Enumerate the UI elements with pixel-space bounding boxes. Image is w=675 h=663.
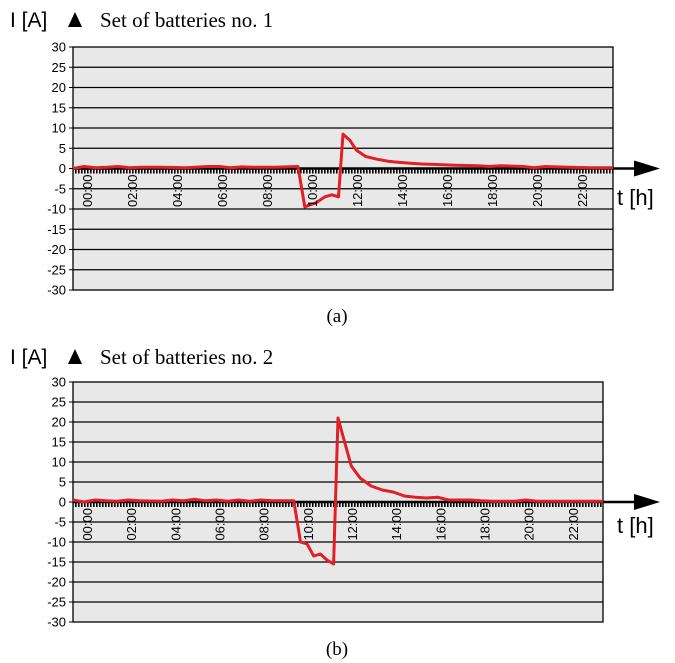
y-tick-label: -20 bbox=[47, 575, 66, 590]
chart-panel-b: I [A] Set of batteries no. 2 30 25 20 15 10 5… bbox=[10, 345, 660, 660]
x-tick-label: 06:00 bbox=[215, 175, 230, 208]
x-tick-label: 16:00 bbox=[440, 175, 455, 208]
x-tick-label: 20:00 bbox=[522, 508, 537, 541]
x-tick-label: 10:00 bbox=[301, 508, 316, 541]
x-tick-label: 18:00 bbox=[478, 508, 493, 541]
x-tick-label: 08:00 bbox=[257, 508, 272, 541]
x-tick-label: 02:00 bbox=[124, 508, 139, 541]
x-tick-label: 06:00 bbox=[213, 508, 228, 541]
x-tick-labels: 00:00 02:00 04:00 06:00 08:00 10:00 12:00 14:00… bbox=[80, 508, 581, 541]
y-tick-label: 5 bbox=[59, 475, 66, 490]
x-tick-label: 18:00 bbox=[485, 175, 500, 208]
y-tick-label: 30 bbox=[52, 375, 66, 390]
x-tick-label: 02:00 bbox=[125, 175, 140, 208]
x-tick-label: 12:00 bbox=[345, 508, 360, 541]
y-axis-arrowhead bbox=[68, 349, 82, 364]
panel-caption: (a) bbox=[326, 306, 347, 327]
x-axis-tick-band bbox=[73, 501, 603, 507]
x-axis-arrowhead bbox=[634, 494, 660, 510]
y-tick-label: 15 bbox=[52, 435, 66, 450]
y-tick-label: 15 bbox=[52, 100, 66, 115]
x-axis-label: t [h] bbox=[617, 513, 654, 538]
y-tick-label: 0 bbox=[59, 495, 66, 510]
y-axis-label: I [A] bbox=[10, 346, 47, 369]
panel-caption: (b) bbox=[326, 639, 348, 660]
y-tick-label: 10 bbox=[52, 455, 66, 470]
x-tick-label: 00:00 bbox=[80, 508, 95, 541]
y-tick-labels: 30 25 20 15 10 5 0 -5 -10 -15 -20 -25 -30 bbox=[47, 40, 66, 298]
y-tick-label: -25 bbox=[47, 262, 66, 277]
x-tick-label: 22:00 bbox=[566, 508, 581, 541]
x-axis-tick-band bbox=[73, 167, 613, 174]
x-tick-label: 12:00 bbox=[350, 175, 365, 208]
y-tick-label: 30 bbox=[52, 40, 66, 55]
x-tick-label: 16:00 bbox=[433, 508, 448, 541]
y-tick-label: -10 bbox=[47, 535, 66, 550]
y-tick-label: 10 bbox=[52, 121, 66, 136]
x-tick-label: 10:00 bbox=[305, 175, 320, 208]
x-axis-arrowhead bbox=[634, 160, 660, 177]
y-tick-label: -15 bbox=[47, 222, 66, 237]
y-axis-arrowhead bbox=[68, 12, 82, 27]
chart-title: Set of batteries no. 1 bbox=[100, 8, 273, 32]
y-tick-label: 25 bbox=[52, 395, 66, 410]
series-line-current bbox=[72, 416, 603, 566]
y-tick-label: -15 bbox=[47, 555, 66, 570]
series-line-current bbox=[72, 132, 613, 209]
x-axis-label: t [h] bbox=[617, 185, 654, 210]
x-tick-label: 04:00 bbox=[170, 175, 185, 208]
y-tick-label: -30 bbox=[47, 615, 66, 630]
chart-panel-a: I [A] Set of batteries no. 1 30 25 20 15 10 5… bbox=[10, 8, 660, 327]
y-tick-label: -25 bbox=[47, 595, 66, 610]
y-tick-label: -5 bbox=[54, 515, 66, 530]
y-tick-label: 20 bbox=[52, 80, 66, 95]
x-tick-label: 04:00 bbox=[168, 508, 183, 541]
x-tick-labels: 00:00 02:00 04:00 06:00 08:00 10:00 12:00 14:00… bbox=[80, 175, 590, 208]
x-tick-label: 00:00 bbox=[80, 175, 95, 208]
y-tick-label: 5 bbox=[59, 141, 66, 156]
x-tick-label: 22:00 bbox=[575, 175, 590, 208]
y-tick-label: 20 bbox=[52, 415, 66, 430]
x-tick-label: 08:00 bbox=[260, 175, 275, 208]
y-axis-label: I [A] bbox=[10, 9, 47, 32]
chart-title: Set of batteries no. 2 bbox=[100, 345, 273, 369]
y-tick-labels: 30 25 20 15 10 5 0 -5 -10 -15 -20 -25 -30 bbox=[47, 375, 66, 630]
y-tick-label: -30 bbox=[47, 283, 66, 298]
x-tick-label: 20:00 bbox=[530, 175, 545, 208]
y-tick-label: 25 bbox=[52, 60, 66, 75]
x-tick-label: 14:00 bbox=[389, 508, 404, 541]
y-tick-label: 0 bbox=[59, 161, 66, 176]
y-tick-label: -20 bbox=[47, 242, 66, 257]
y-tick-label: -5 bbox=[54, 181, 66, 196]
y-tick-label: -10 bbox=[47, 202, 66, 217]
x-tick-label: 14:00 bbox=[395, 175, 410, 208]
